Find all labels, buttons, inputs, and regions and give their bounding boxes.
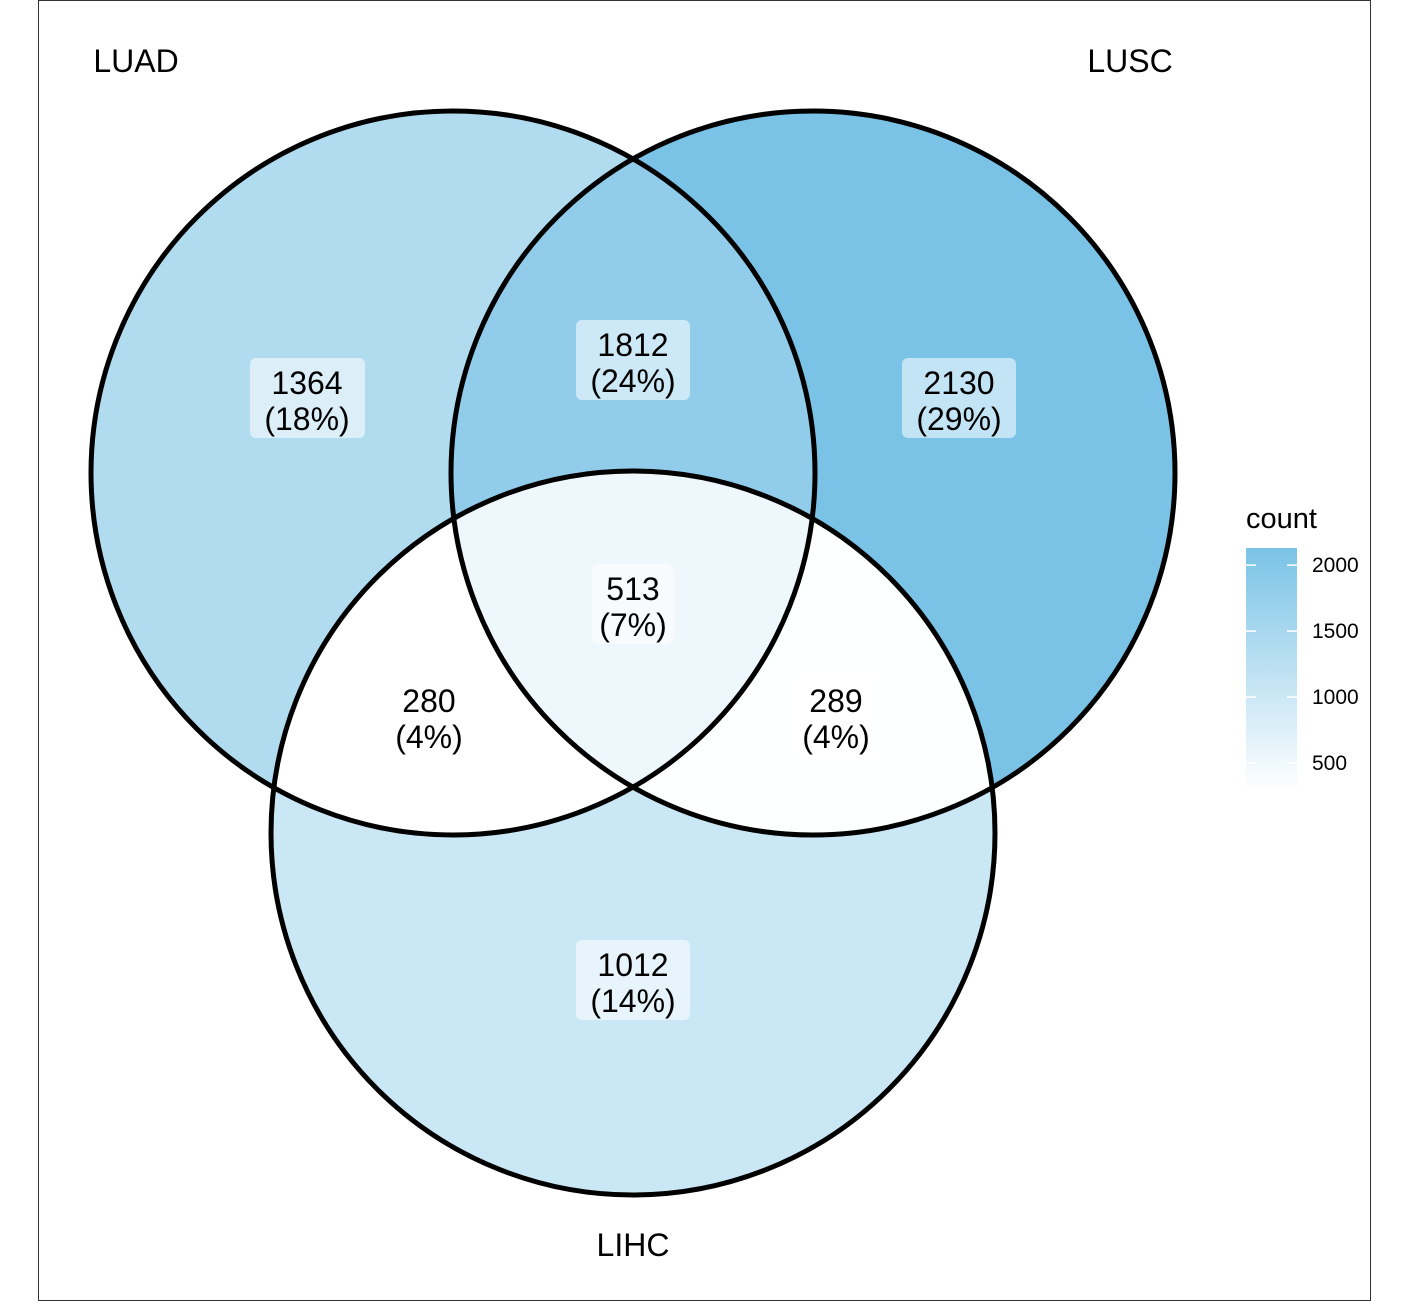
legend-tick-label: 1000 <box>1312 686 1359 709</box>
plot-panel-border <box>38 0 1371 1301</box>
label-box <box>902 358 1016 438</box>
venn-outlines <box>88 108 1178 1198</box>
region-percent: (18%) <box>264 401 349 437</box>
region-percent: (29%) <box>916 401 1001 437</box>
venn-regions <box>91 111 1175 1195</box>
region-percent: (4%) <box>395 719 463 755</box>
circle-luad-outline <box>88 108 818 838</box>
legend-colorbar <box>1246 548 1297 792</box>
legend-tick-label: 500 <box>1312 752 1347 775</box>
label-box <box>388 676 470 756</box>
region-percent: (4%) <box>802 719 870 755</box>
region-percent: (7%) <box>599 607 667 643</box>
region-label-all-three: 513 (7%) <box>592 564 674 644</box>
set-label-lihc: LIHC <box>597 1227 670 1263</box>
label-box <box>795 676 877 756</box>
label-box <box>576 320 690 400</box>
region-label-lusc-lihc: 289 (4%) <box>795 676 877 756</box>
legend-tick-label: 2000 <box>1312 554 1359 577</box>
circle-lusc-outline <box>448 108 1178 838</box>
region-label-luad-lusc: 1812 (24%) <box>576 320 690 400</box>
legend-tick-label: 1500 <box>1312 620 1359 643</box>
legend-ticks: 2000 1500 1000 500 <box>1246 554 1359 775</box>
region-label-lihc-only: 1012 (14%) <box>576 940 690 1020</box>
region-label-luad-lihc: 280 (4%) <box>388 676 470 756</box>
legend-title: count <box>1246 503 1317 535</box>
color-legend: count 2000 1500 1000 500 <box>1246 503 1359 792</box>
region-label-lusc-only: 2130 (29%) <box>902 358 1016 438</box>
region-count: 1812 <box>597 327 668 363</box>
region-count: 2130 <box>923 365 994 401</box>
region-percent: (24%) <box>590 363 675 399</box>
set-label-luad: LUAD <box>93 43 178 79</box>
region-count: 1012 <box>597 947 668 983</box>
label-box <box>576 940 690 1020</box>
region-label-luad-only: 1364 (18%) <box>250 358 365 438</box>
region-count: 280 <box>402 683 455 719</box>
label-box <box>592 564 674 644</box>
set-label-lusc: LUSC <box>1087 43 1172 79</box>
circle-lihc-outline <box>268 468 998 1198</box>
region-percent: (14%) <box>590 983 675 1019</box>
region-count: 289 <box>809 683 862 719</box>
label-box <box>250 358 365 438</box>
region-count: 1364 <box>271 365 342 401</box>
region-count: 513 <box>606 571 659 607</box>
